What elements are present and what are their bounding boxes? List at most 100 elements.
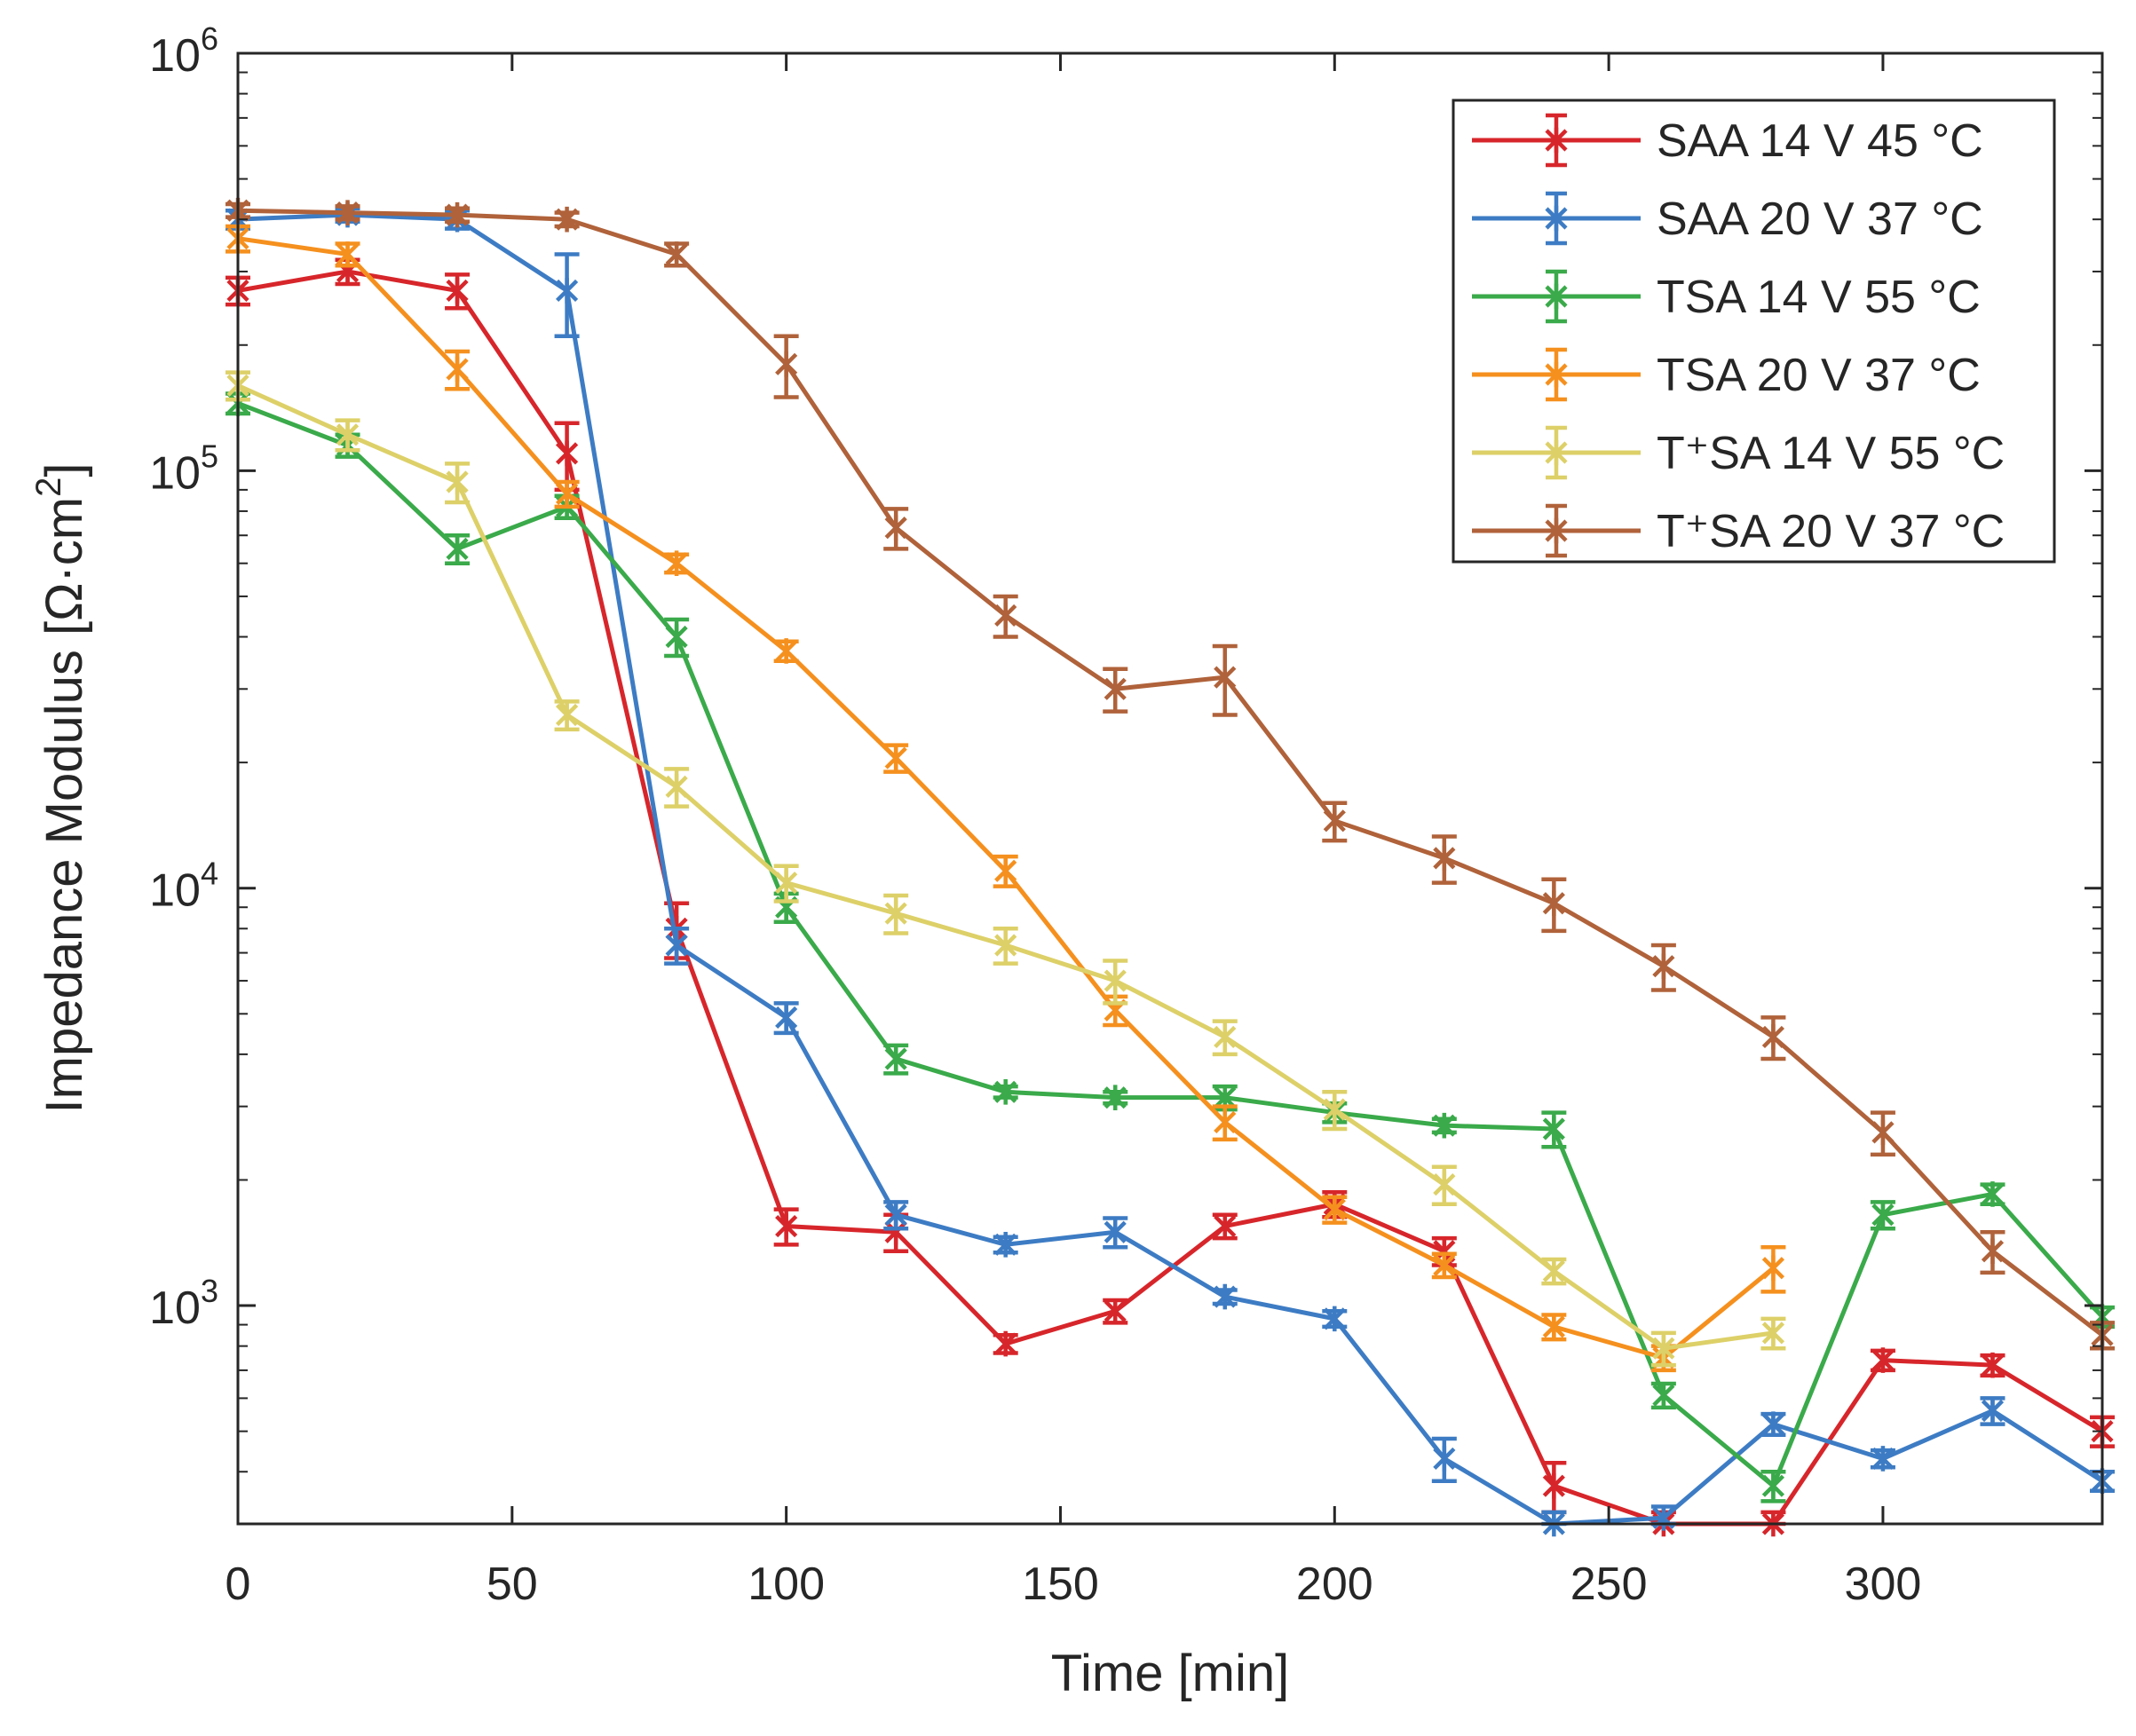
data-point bbox=[336, 422, 360, 448]
y-axis-label-superscript: 2 bbox=[29, 477, 68, 497]
data-point bbox=[1433, 1112, 1456, 1139]
data-point bbox=[775, 1213, 798, 1239]
series-line bbox=[237, 269, 2104, 1527]
data-point bbox=[1214, 1213, 1237, 1239]
y-tick-label-exponent: 5 bbox=[201, 438, 218, 474]
data-point bbox=[884, 745, 907, 771]
data-point bbox=[775, 351, 798, 377]
data-point bbox=[1542, 1472, 1565, 1499]
series-line bbox=[237, 208, 2104, 1338]
data-point bbox=[1761, 1411, 1785, 1437]
data-point bbox=[1323, 1196, 1346, 1222]
legend-label: TSA 20 V 37 °C bbox=[1657, 350, 1981, 401]
data-point bbox=[1761, 1320, 1785, 1346]
legend-label: SAA 14 V 45 °C bbox=[1657, 115, 1983, 167]
data-point bbox=[1981, 1398, 2005, 1424]
legend-item: SAA 14 V 45 °C bbox=[1472, 113, 1983, 168]
data-point bbox=[1871, 1347, 1895, 1373]
plot-marks bbox=[225, 197, 2115, 1537]
x-tick-label: 50 bbox=[487, 1558, 538, 1610]
x-tick-label: 200 bbox=[1296, 1558, 1373, 1610]
data-point bbox=[1323, 1096, 1346, 1123]
series-line bbox=[237, 212, 2104, 1527]
data-point bbox=[1104, 967, 1127, 994]
y-tick-label-base: 10 bbox=[149, 447, 201, 499]
legend-item: SAA 20 V 37 °C bbox=[1472, 191, 1983, 246]
legend-box bbox=[1452, 99, 2056, 564]
legend-swatch-marker bbox=[1545, 361, 1568, 388]
data-point bbox=[1104, 675, 1127, 702]
x-tick-label: 250 bbox=[1570, 1558, 1648, 1610]
data-point bbox=[884, 1046, 907, 1072]
y-tick-label: 103 bbox=[149, 1273, 218, 1334]
data-point bbox=[555, 440, 579, 467]
data-point bbox=[555, 278, 579, 304]
data-point bbox=[884, 900, 907, 927]
y-tick-label: 105 bbox=[149, 438, 218, 499]
y-tick-label: 104 bbox=[149, 856, 218, 917]
data-point bbox=[665, 932, 688, 959]
data-point bbox=[336, 241, 360, 267]
y-tick-label-base: 10 bbox=[149, 30, 201, 82]
data-point bbox=[1981, 1352, 2005, 1378]
data-point bbox=[1652, 953, 1675, 979]
data-point bbox=[555, 481, 579, 507]
data-point bbox=[994, 857, 1017, 884]
y-tick-label: 106 bbox=[149, 20, 218, 82]
data-point bbox=[665, 241, 688, 267]
data-point bbox=[1433, 1172, 1456, 1197]
legend-swatch-marker bbox=[1545, 283, 1568, 310]
data-point bbox=[1981, 1181, 2005, 1207]
y-tick-label-exponent: 3 bbox=[201, 1273, 218, 1309]
series-4 bbox=[225, 224, 1786, 1373]
data-point bbox=[1542, 1258, 1565, 1284]
data-point bbox=[994, 1330, 1017, 1357]
legend-label: T⁺SA 14 V 55 °C bbox=[1657, 428, 2005, 479]
data-point bbox=[1761, 1472, 1785, 1499]
legend-item: T⁺SA 20 V 37 °C bbox=[1472, 503, 2005, 558]
y-axis-label-close: ] bbox=[36, 463, 93, 477]
data-point bbox=[1542, 1116, 1565, 1142]
x-axis-label: Time [min] bbox=[1051, 1645, 1290, 1702]
data-point bbox=[1871, 1202, 1895, 1228]
data-point bbox=[994, 932, 1017, 959]
data-point bbox=[1433, 1252, 1456, 1278]
data-point bbox=[1871, 1446, 1895, 1472]
data-point bbox=[1104, 1219, 1127, 1245]
y-axis-label-main: Impedance Modulus [Ω·cm bbox=[36, 497, 93, 1114]
data-point bbox=[555, 702, 579, 728]
data-point bbox=[775, 1005, 798, 1030]
legend-swatch-marker bbox=[1545, 205, 1568, 232]
data-point bbox=[446, 278, 469, 304]
data-point bbox=[994, 603, 1017, 628]
legend-label: TSA 14 V 55 °C bbox=[1657, 272, 1981, 323]
legend-item: T⁺SA 14 V 55 °C bbox=[1472, 425, 2005, 480]
data-point bbox=[1214, 1283, 1237, 1310]
legend-swatch-marker bbox=[1545, 517, 1568, 544]
data-point bbox=[1542, 890, 1565, 917]
data-point bbox=[1214, 1024, 1237, 1050]
x-tick-label: 300 bbox=[1845, 1558, 1922, 1610]
legend-label: SAA 20 V 37 °C bbox=[1657, 193, 1983, 245]
plot-frame bbox=[236, 51, 2104, 1526]
series-line bbox=[237, 401, 2104, 1488]
data-point bbox=[1761, 1024, 1785, 1050]
y-tick-label-exponent: 4 bbox=[201, 856, 218, 892]
data-point bbox=[1433, 1446, 1456, 1472]
data-point bbox=[775, 870, 798, 896]
data-point bbox=[665, 550, 688, 577]
y-tick-label-base: 10 bbox=[149, 865, 201, 917]
data-point bbox=[555, 206, 579, 233]
x-tick-label: 100 bbox=[748, 1558, 825, 1610]
data-point bbox=[446, 536, 469, 562]
data-point bbox=[1652, 1382, 1675, 1409]
y-tick-label-base: 10 bbox=[149, 1282, 201, 1334]
data-point bbox=[336, 200, 360, 225]
data-point bbox=[1214, 664, 1237, 690]
legend-swatch-marker bbox=[1545, 127, 1568, 154]
legend-item: TSA 14 V 55 °C bbox=[1472, 269, 1981, 324]
data-point bbox=[1104, 1298, 1127, 1324]
legend-swatch-marker bbox=[1545, 439, 1568, 466]
